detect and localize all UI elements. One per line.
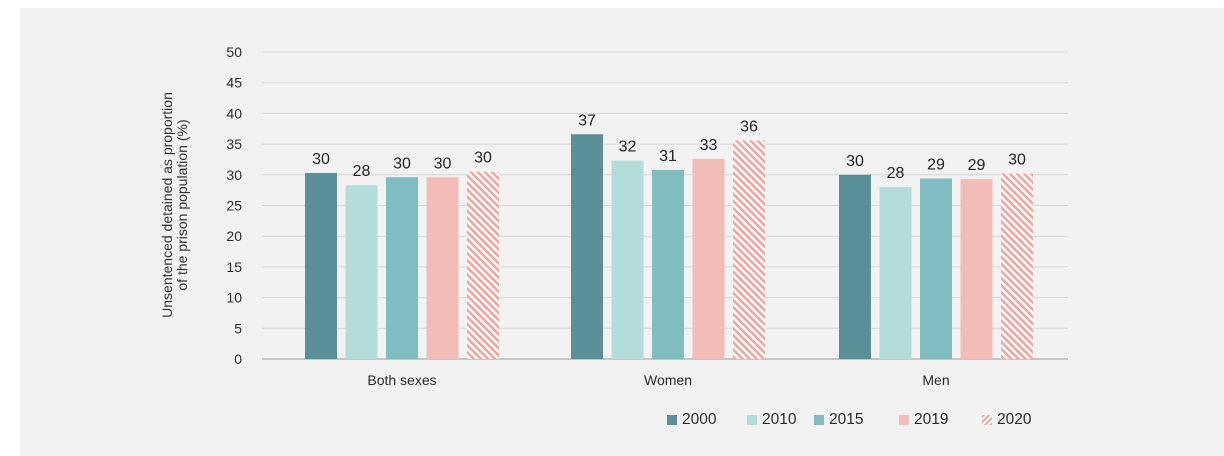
legend-label: 2000 xyxy=(682,411,717,428)
legend-item: 2000 xyxy=(667,411,716,429)
legend-swatch xyxy=(899,415,909,425)
y-tick-label: 0 xyxy=(234,351,242,367)
bar xyxy=(1001,173,1033,359)
bar-value-label: 32 xyxy=(619,139,637,156)
y-tick-label: 45 xyxy=(226,75,242,91)
legend-swatch xyxy=(814,415,824,425)
x-category-label: Men xyxy=(922,372,949,388)
y-tick-label: 35 xyxy=(226,136,242,152)
bar-value-label: 31 xyxy=(659,148,677,165)
bar-value-label: 30 xyxy=(434,155,452,172)
x-category-label: Both sexes xyxy=(367,372,436,388)
bar xyxy=(692,158,725,359)
bar-value-label: 30 xyxy=(846,153,864,170)
bar-value-label: 30 xyxy=(312,151,330,168)
legend-label: 2010 xyxy=(762,411,797,428)
legend-item: 2010 xyxy=(747,411,796,429)
bar-value-label: 33 xyxy=(700,137,718,154)
bar xyxy=(839,174,871,359)
bar-value-label: 29 xyxy=(927,156,945,173)
legend-label: 2019 xyxy=(914,411,949,428)
bar xyxy=(426,177,459,359)
y-tick-label: 25 xyxy=(226,198,242,214)
legend-swatch xyxy=(982,415,992,425)
bar-value-label: 30 xyxy=(1008,152,1026,169)
y-tick-label: 5 xyxy=(234,320,242,336)
y-tick-label: 10 xyxy=(226,290,242,306)
y-tick-label: 20 xyxy=(226,228,242,244)
bar-value-label: 30 xyxy=(393,155,411,172)
bar-value-label: 30 xyxy=(474,150,492,167)
bar-value-label: 28 xyxy=(887,165,905,182)
legend-item: 2020 xyxy=(982,411,1031,429)
y-tick-label: 15 xyxy=(226,259,242,275)
y-tick-label: 40 xyxy=(226,105,242,121)
bar xyxy=(467,171,499,359)
x-category-label: Women xyxy=(644,372,692,388)
legend-label: 2020 xyxy=(997,411,1032,428)
bar xyxy=(920,178,952,359)
bar xyxy=(305,172,337,359)
bar xyxy=(879,187,912,359)
bar xyxy=(611,160,644,359)
legend-swatch xyxy=(747,415,757,425)
legend-item: 2015 xyxy=(814,411,863,429)
bar xyxy=(960,179,993,359)
legend-swatch xyxy=(667,415,677,425)
legend-item: 2019 xyxy=(899,411,948,429)
bar-value-label: 37 xyxy=(578,112,596,129)
bar xyxy=(386,177,418,359)
bar xyxy=(571,134,603,359)
bar xyxy=(733,140,765,359)
bar-value-label: 29 xyxy=(968,157,986,174)
bar-value-label: 36 xyxy=(740,118,758,135)
y-tick-label: 30 xyxy=(226,167,242,183)
bar xyxy=(345,185,378,359)
legend-label: 2015 xyxy=(829,411,864,428)
bar-value-label: 28 xyxy=(353,163,371,180)
y-tick-label: 50 xyxy=(226,44,242,60)
bar xyxy=(652,169,684,359)
